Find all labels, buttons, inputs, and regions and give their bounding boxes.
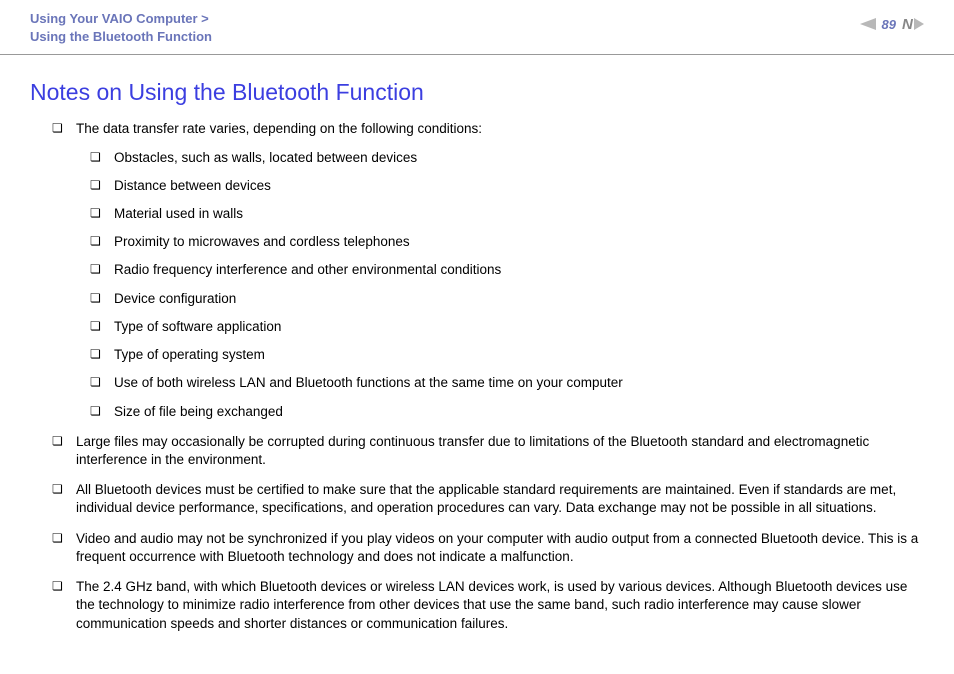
list-item: The 2.4 GHz band, with which Bluetooth d… bbox=[52, 578, 924, 633]
sub-list-item: Material used in walls bbox=[90, 205, 924, 223]
list-item: Large files may occasionally be corrupte… bbox=[52, 433, 924, 469]
page-title: Notes on Using the Bluetooth Function bbox=[30, 79, 924, 106]
list-item-text: The data transfer rate varies, depending… bbox=[76, 121, 482, 136]
page-number: 89 bbox=[882, 17, 896, 32]
breadcrumb-line2[interactable]: Using the Bluetooth Function bbox=[30, 28, 212, 46]
prev-page-arrow-icon[interactable] bbox=[860, 18, 876, 30]
sub-list-item: Device configuration bbox=[90, 290, 924, 308]
sub-list-item: Use of both wireless LAN and Bluetooth f… bbox=[90, 374, 924, 392]
sub-list-item: Type of operating system bbox=[90, 346, 924, 364]
breadcrumb: Using Your VAIO Computer > Using the Blu… bbox=[30, 10, 212, 46]
sub-list-item: Size of file being exchanged bbox=[90, 403, 924, 421]
sub-list-item: Type of software application bbox=[90, 318, 924, 336]
page-content: Notes on Using the Bluetooth Function Th… bbox=[0, 55, 954, 632]
svg-text:N: N bbox=[902, 16, 914, 32]
next-page-icon[interactable]: N bbox=[902, 16, 924, 32]
list-item: All Bluetooth devices must be certified … bbox=[52, 481, 924, 517]
sub-list-item: Proximity to microwaves and cordless tel… bbox=[90, 233, 924, 251]
sub-list: Obstacles, such as walls, located betwee… bbox=[76, 149, 924, 421]
list-item: The data transfer rate varies, depending… bbox=[52, 120, 924, 420]
sub-list-item: Distance between devices bbox=[90, 177, 924, 195]
sub-list-item: Obstacles, such as walls, located betwee… bbox=[90, 149, 924, 167]
breadcrumb-line1[interactable]: Using Your VAIO Computer > bbox=[30, 10, 212, 28]
list-item: Video and audio may not be synchronized … bbox=[52, 530, 924, 566]
page-nav: 89 N bbox=[860, 16, 924, 32]
notes-list: The data transfer rate varies, depending… bbox=[30, 120, 924, 632]
page-header: Using Your VAIO Computer > Using the Blu… bbox=[0, 0, 954, 55]
sub-list-item: Radio frequency interference and other e… bbox=[90, 261, 924, 279]
